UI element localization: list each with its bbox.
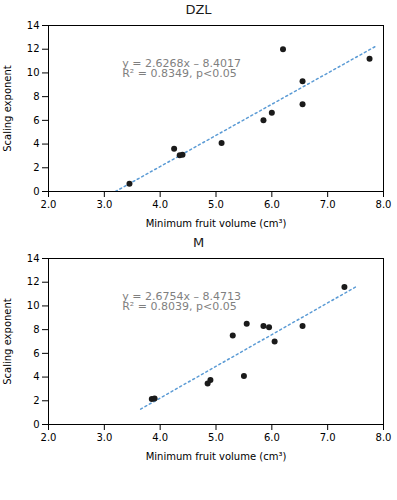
svg-text:10: 10 — [27, 67, 40, 78]
svg-text:12: 12 — [27, 276, 40, 287]
svg-text:4: 4 — [33, 371, 39, 382]
svg-text:Minimum fruit volume (cm³): Minimum fruit volume (cm³) — [146, 218, 287, 229]
svg-text:y = 2.6754x – 8.4713R² = 0.803: y = 2.6754x – 8.4713R² = 0.8039, p<0.05 — [122, 290, 241, 314]
svg-text:Scaling exponent: Scaling exponent — [2, 298, 13, 385]
svg-text:8.0: 8.0 — [376, 199, 392, 210]
svg-text:4.0: 4.0 — [152, 432, 168, 443]
svg-text:3.0: 3.0 — [96, 199, 112, 210]
svg-text:8: 8 — [33, 91, 39, 102]
svg-text:7.0: 7.0 — [320, 432, 336, 443]
svg-text:14: 14 — [27, 20, 40, 31]
svg-text:14: 14 — [27, 253, 40, 264]
svg-text:0: 0 — [33, 419, 39, 430]
svg-text:y = 2.6268x – 8.4017R² = 0.834: y = 2.6268x – 8.4017R² = 0.8349, p<0.05 — [122, 57, 241, 81]
svg-text:5.0: 5.0 — [208, 432, 224, 443]
svg-text:8.0: 8.0 — [376, 432, 392, 443]
html-text:M: M — [192, 235, 205, 250]
svg-text:6.0: 6.0 — [264, 199, 280, 210]
svg-text:8: 8 — [33, 324, 39, 335]
svg-text:0: 0 — [33, 186, 39, 197]
svg-text:2.0: 2.0 — [41, 432, 57, 443]
html-text:DZL: DZL — [185, 2, 212, 17]
svg-text:4: 4 — [33, 138, 39, 149]
svg-text:6: 6 — [33, 348, 39, 359]
svg-text:6.0: 6.0 — [264, 432, 280, 443]
svg-text:3.0: 3.0 — [96, 432, 112, 443]
svg-text:7.0: 7.0 — [320, 199, 336, 210]
svg-text:12: 12 — [27, 43, 40, 54]
svg-text:2: 2 — [33, 395, 39, 406]
svg-text:5.0: 5.0 — [208, 199, 224, 210]
svg-text:4.0: 4.0 — [152, 199, 168, 210]
svg-text:2.0: 2.0 — [41, 199, 57, 210]
svg-text:10: 10 — [27, 300, 40, 311]
svg-text:Minimum fruit volume (cm³): Minimum fruit volume (cm³) — [146, 451, 287, 462]
svg-text:2: 2 — [33, 162, 39, 173]
svg-text:6: 6 — [33, 115, 39, 126]
svg-text:Scaling exponent: Scaling exponent — [2, 65, 13, 152]
